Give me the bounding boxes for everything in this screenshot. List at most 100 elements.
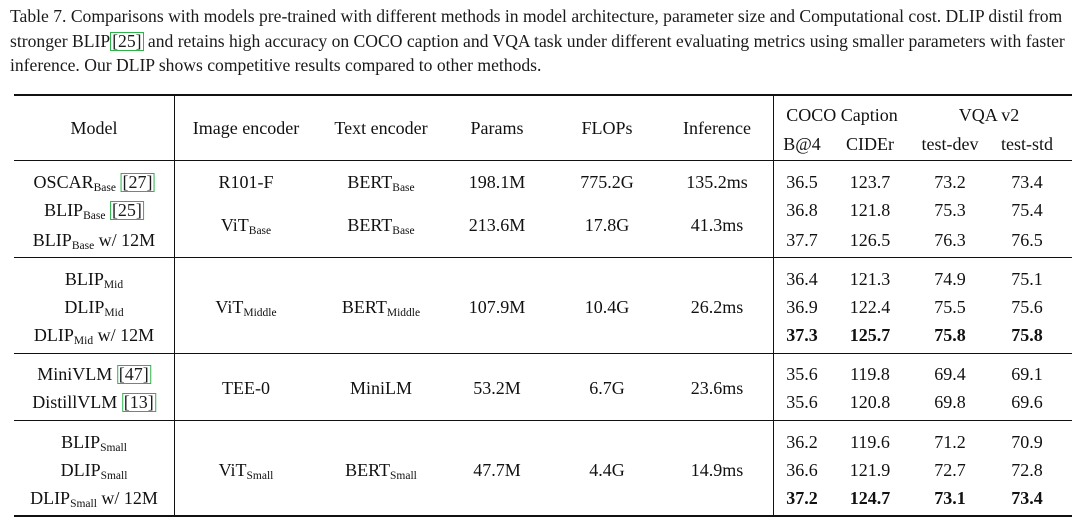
header-flops: FLOPs	[581, 118, 633, 138]
test-dev-value: 69.4	[934, 364, 966, 384]
test-std-value: 75.1	[1011, 269, 1043, 289]
group-rule	[14, 257, 1072, 258]
test-std-value: 73.4	[1011, 488, 1043, 508]
model-name: MiniVLM	[37, 364, 117, 384]
test-std-value: 75.4	[1011, 200, 1043, 220]
header-test-dev: test-dev	[921, 134, 979, 154]
image-encoder-cell-subscript: Middle	[243, 307, 277, 319]
test-std-value: 75.8	[1011, 325, 1043, 345]
image-encoder-cell-subscript: Base	[248, 225, 272, 237]
inference-cell: 26.2ms	[690, 297, 744, 317]
b4-value: 35.6	[786, 392, 818, 412]
image-encoder-cell-name: ViT	[215, 297, 244, 317]
model-name-cell: MiniVLM [47]	[37, 363, 151, 385]
text-encoder-cell: BERTBase	[347, 214, 414, 237]
header-cider: CIDEr	[846, 134, 894, 154]
params-cell: 213.6M	[468, 215, 526, 235]
model-suffix: w/ 12M	[94, 230, 156, 250]
image-encoder-cell-name: R101-F	[218, 172, 274, 192]
model-size-subscript: Small	[100, 442, 127, 454]
image-encoder-cell-name: TEE-0	[222, 378, 270, 398]
cider-value: 119.6	[850, 432, 890, 452]
header-coco-caption: COCO Caption	[786, 105, 898, 125]
image-encoder-cell-name: ViT	[220, 215, 249, 235]
model-name: DLIP	[60, 460, 101, 480]
test-std-value: 76.5	[1011, 230, 1043, 250]
model-name-cell: DLIPSmall w/ 12M	[30, 487, 158, 510]
group-rule	[14, 353, 1072, 354]
citation-link[interactable]: [25]	[110, 30, 144, 51]
cider-value: 124.7	[849, 488, 891, 508]
cider-value: 123.7	[849, 172, 891, 192]
table-top-rule	[14, 94, 1072, 96]
citation-link[interactable]: [27]	[120, 172, 155, 192]
model-size-subscript: Base	[71, 240, 95, 252]
params-cell: 107.9M	[468, 297, 526, 317]
b4-value: 36.8	[786, 200, 818, 220]
model-name: BLIP	[64, 269, 104, 289]
cider-value: 121.3	[849, 269, 891, 289]
header-model: Model	[70, 118, 118, 138]
b4-value: 36.9	[786, 297, 818, 317]
b4-value: 36.2	[786, 432, 818, 452]
test-dev-value: 75.5	[934, 297, 966, 317]
flops-cell: 4.4G	[589, 460, 625, 480]
caption-text-continued: and retains high accuracy on COCO captio…	[10, 30, 1065, 76]
test-dev-value: 76.3	[934, 230, 966, 250]
inference-cell: 135.2ms	[686, 172, 748, 192]
model-name-cell: BLIPMid	[64, 268, 123, 291]
model-name: DistillVLM	[32, 392, 122, 412]
params-cell: 198.1M	[468, 172, 526, 192]
image-encoder-cell: ViTMiddle	[215, 296, 277, 319]
params-cell: 53.2M	[473, 378, 521, 398]
cider-value: 126.5	[849, 230, 891, 250]
b4-value: 36.4	[786, 269, 818, 289]
b4-value: 36.5	[786, 172, 818, 192]
text-encoder-cell: BERTSmall	[345, 459, 417, 482]
citation-link[interactable]: [25]	[109, 200, 144, 220]
b4-value: 36.6	[786, 460, 818, 480]
text-encoder-cell-name: BERT	[347, 215, 393, 235]
model-size-subscript: Mid	[73, 335, 94, 347]
model-size-subscript: Mid	[104, 307, 124, 319]
column-divider	[773, 96, 774, 515]
header-b4: B@4	[783, 134, 821, 154]
image-encoder-cell: R101-F	[218, 171, 273, 193]
text-encoder-cell: BERTBase	[347, 171, 414, 194]
model-size-subscript: Base	[93, 182, 116, 194]
model-name-cell: BLIPBase [25]	[44, 199, 144, 222]
header-image-encoder: Image encoder	[192, 118, 300, 138]
image-encoder-cell: ViTSmall	[219, 459, 274, 482]
b4-value: 37.3	[786, 325, 818, 345]
test-dev-value: 71.2	[934, 432, 966, 452]
inference-cell: 41.3ms	[690, 215, 744, 235]
b4-value: 37.7	[786, 230, 818, 250]
inference-cell: 14.9ms	[690, 460, 744, 480]
model-name-cell: OSCARBase [27]	[34, 171, 155, 194]
test-std-value: 72.8	[1011, 460, 1043, 480]
citation-link[interactable]: [13]	[121, 392, 156, 412]
caption-label: Table 7.	[10, 6, 67, 26]
test-std-value: 69.1	[1011, 364, 1043, 384]
text-encoder-cell-name: MiniLM	[349, 378, 413, 398]
test-dev-value: 75.8	[934, 325, 966, 345]
flops-cell: 17.8G	[584, 215, 630, 235]
cider-value: 122.4	[849, 297, 891, 317]
test-dev-value: 69.8	[934, 392, 966, 412]
flops-cell: 775.2G	[580, 172, 634, 192]
test-std-value: 75.6	[1011, 297, 1043, 317]
citation-link[interactable]: [47]	[116, 364, 151, 384]
model-size-subscript: Small	[100, 470, 128, 482]
model-name-cell: BLIPBase w/ 12M	[33, 229, 156, 252]
header-vqa-v2: VQA v2	[958, 105, 1020, 125]
params-cell: 47.7M	[473, 460, 521, 480]
cider-value: 125.7	[849, 325, 891, 345]
text-encoder-cell-subscript: Small	[390, 470, 417, 482]
caption-text: Comparisons with models pre-trained with…	[10, 6, 1063, 51]
image-encoder-cell: TEE-0	[222, 377, 270, 399]
cider-value: 121.8	[849, 200, 891, 220]
text-encoder-cell-subscript: Middle	[386, 307, 421, 319]
test-std-value: 69.6	[1011, 392, 1043, 412]
model-name-cell: DLIPSmall	[60, 459, 128, 482]
cider-value: 121.9	[849, 460, 891, 480]
